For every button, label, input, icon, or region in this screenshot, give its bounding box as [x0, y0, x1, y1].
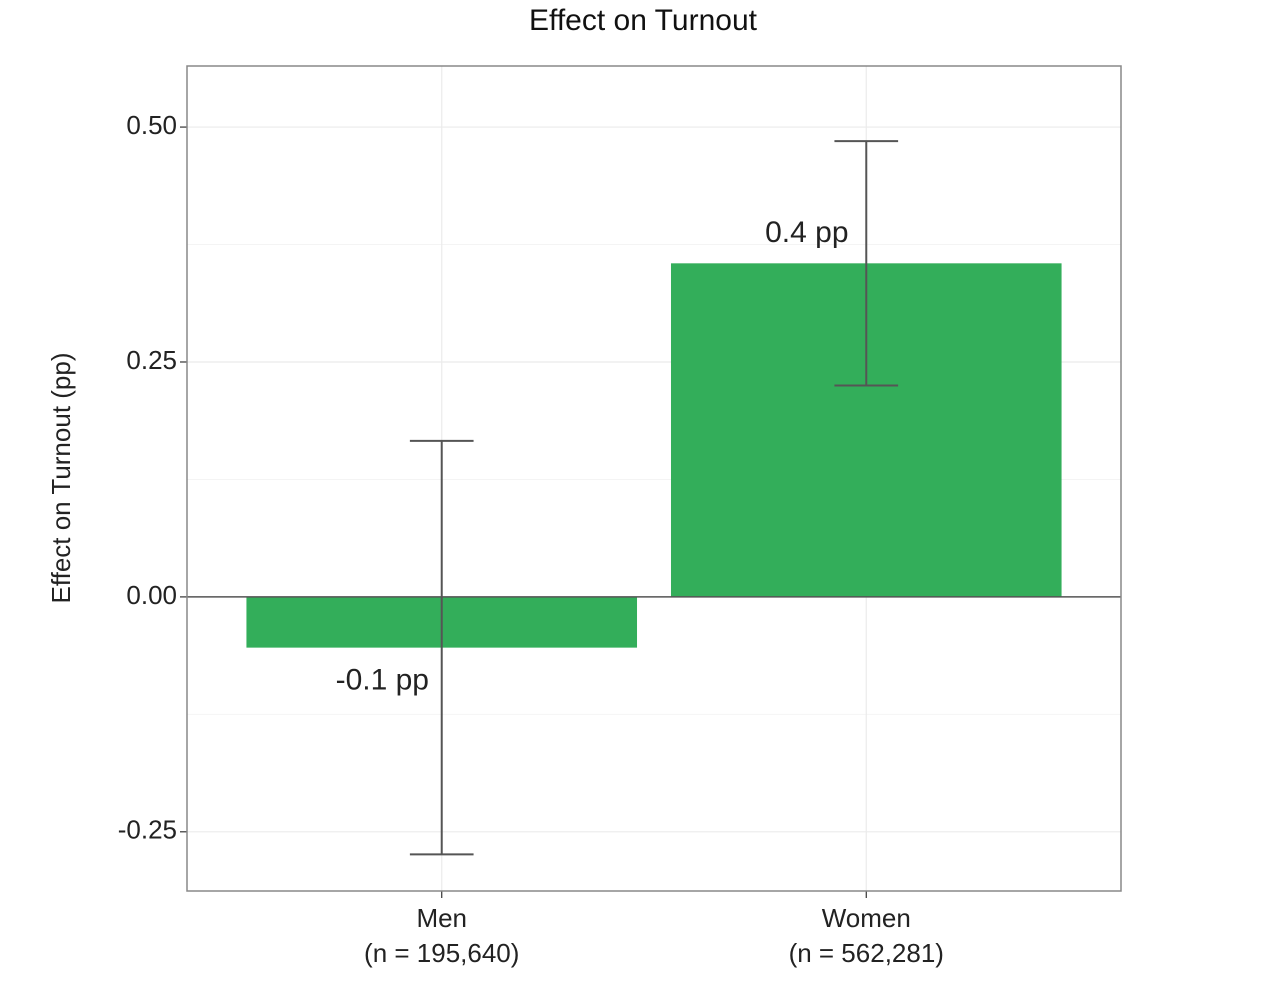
- y-tick-label: 0.50: [126, 110, 177, 140]
- x-tick-note: (n = 195,640): [364, 938, 519, 968]
- y-tick-label: 0.00: [126, 580, 177, 610]
- y-axis-label: Effect on Turnout (pp): [46, 353, 76, 604]
- data-label: 0.4 pp: [765, 216, 848, 249]
- chart-title: Effect on Turnout: [529, 4, 758, 37]
- y-tick-label: 0.25: [126, 345, 177, 375]
- plot-border: [186, 65, 1122, 892]
- x-tick-note: (n = 562,281): [789, 938, 944, 968]
- data-label: -0.1 pp: [336, 664, 429, 697]
- y-tick-label: -0.25: [118, 815, 177, 845]
- x-tick-label: Men: [416, 903, 467, 933]
- x-tick-label: Women: [822, 903, 911, 933]
